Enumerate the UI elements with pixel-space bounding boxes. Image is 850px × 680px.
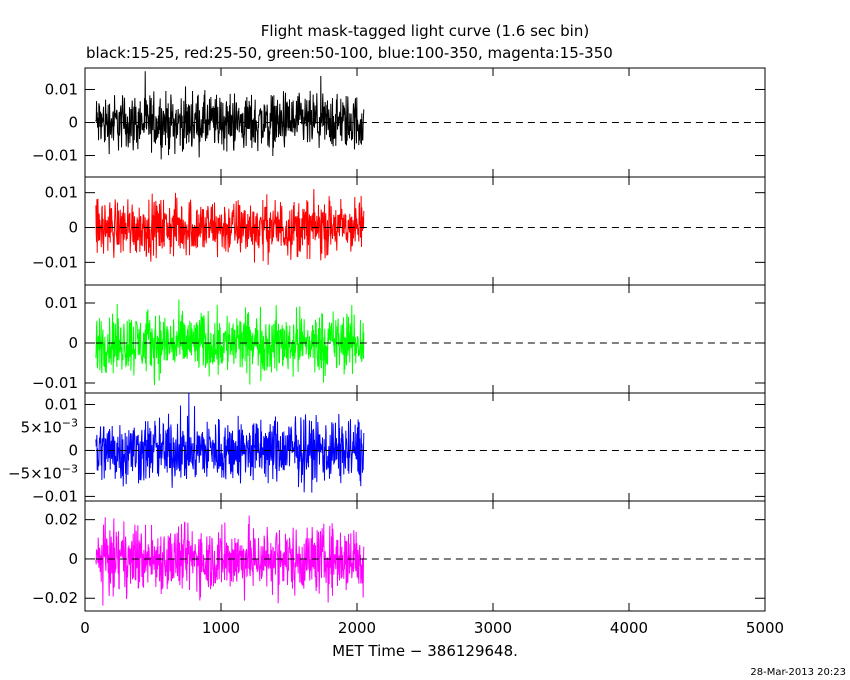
plot-timestamp: 28-Mar-2013 20:23 bbox=[750, 667, 846, 678]
y-tick-label: −0.01 bbox=[32, 253, 78, 271]
y-tick-label: −0.02 bbox=[32, 589, 78, 607]
y-tick-label: −0.01 bbox=[32, 374, 78, 392]
series-100-350 bbox=[95, 393, 365, 493]
x-tick-label: 5000 bbox=[746, 619, 784, 637]
y-tick-label: −0.01 bbox=[32, 487, 78, 505]
y-tick-label: 0 bbox=[68, 334, 78, 352]
y-tick-label: −5×10−3 bbox=[8, 462, 78, 482]
y-tick-label: 0.01 bbox=[45, 184, 78, 202]
y-tick-label: 0.01 bbox=[45, 80, 78, 98]
x-tick-label: 2000 bbox=[338, 619, 376, 637]
y-tick-label: 0.01 bbox=[45, 294, 78, 312]
x-axis-label: MET Time − 386129648. bbox=[332, 642, 518, 660]
chart-subtitle: black:15-25, red:25-50, green:50-100, bl… bbox=[86, 44, 613, 62]
x-tick-label: 1000 bbox=[202, 619, 240, 637]
y-tick-label: 0 bbox=[68, 441, 78, 459]
series-15-25 bbox=[95, 71, 365, 160]
y-tick-label: 0.01 bbox=[45, 395, 78, 413]
y-tick-label: 0 bbox=[68, 550, 78, 568]
series-15-350 bbox=[95, 515, 365, 606]
x-tick-label: 4000 bbox=[610, 619, 648, 637]
y-tick-label: 5×10−3 bbox=[21, 416, 78, 436]
panel-frame-15-350 bbox=[84, 500, 766, 612]
series-25-50 bbox=[95, 189, 365, 265]
y-tick-label: 0 bbox=[68, 219, 78, 237]
x-tick-label: 3000 bbox=[474, 619, 512, 637]
series-50-100 bbox=[95, 299, 365, 386]
chart-title: Flight mask-tagged light curve (1.6 sec … bbox=[260, 22, 590, 40]
y-tick-label: −0.01 bbox=[32, 147, 78, 165]
y-tick-label: 0.02 bbox=[45, 511, 78, 529]
y-tick-label: 0 bbox=[68, 114, 78, 132]
x-tick-label: 0 bbox=[80, 619, 90, 637]
